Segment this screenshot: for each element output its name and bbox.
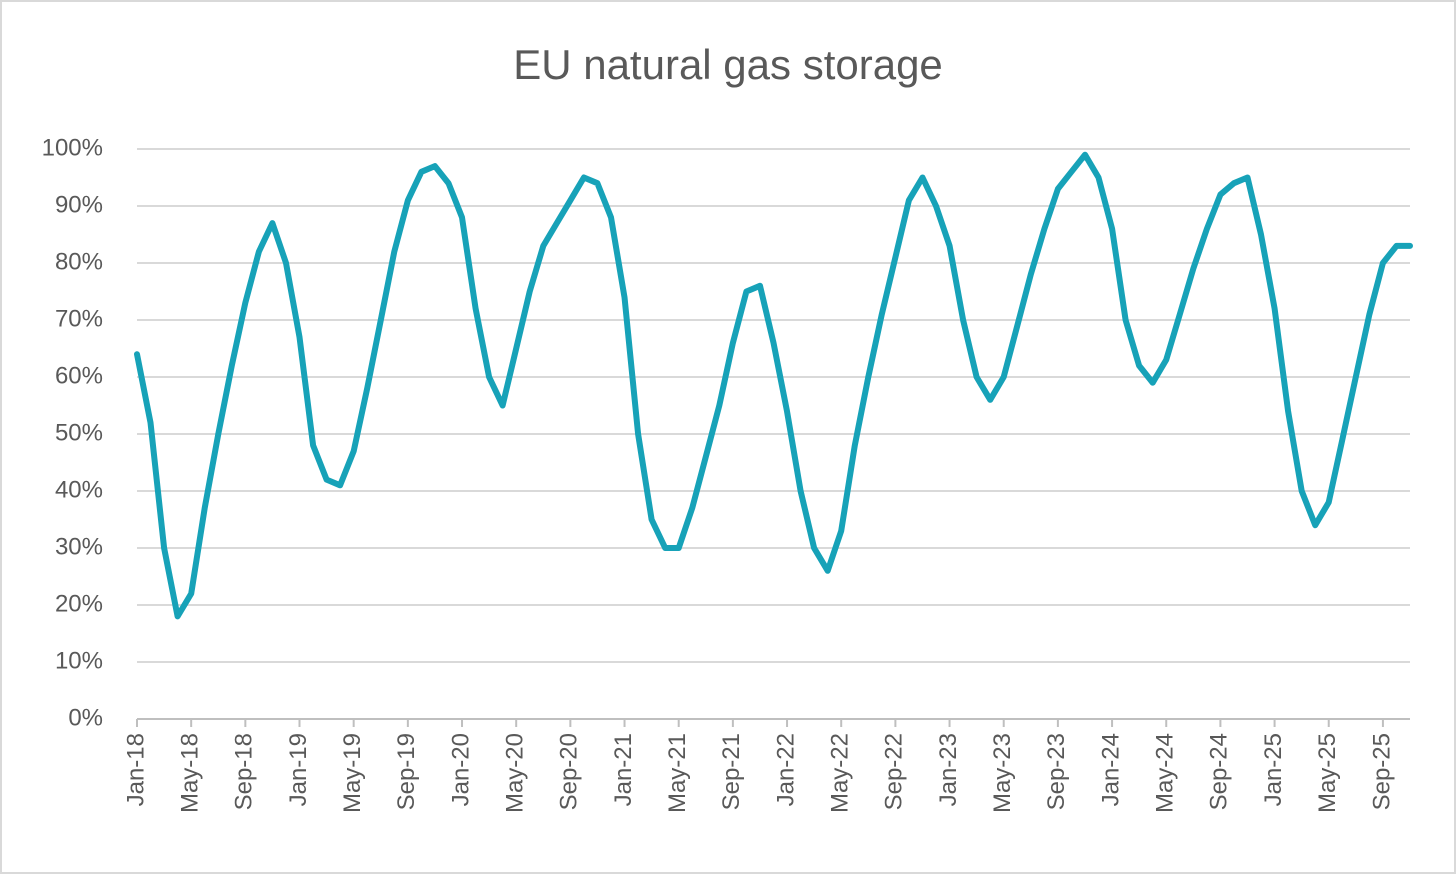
x-tick-label: May-20 — [502, 733, 529, 813]
x-tick-label: Sep-24 — [1206, 733, 1233, 810]
x-tick-label: Sep-25 — [1368, 733, 1395, 810]
x-tick-label: May-21 — [664, 733, 691, 813]
x-tick-label: Sep-20 — [556, 733, 583, 810]
y-tick-label: 90% — [55, 191, 103, 218]
x-tick-label: Sep-21 — [718, 733, 745, 810]
x-tick-label: Jan-23 — [935, 733, 962, 806]
x-tick-label: Sep-18 — [231, 733, 258, 810]
y-tick-label: 100% — [42, 134, 103, 161]
x-tick-label: May-24 — [1152, 733, 1179, 813]
x-tick-label: Sep-22 — [881, 733, 908, 810]
x-tick-label: Jan-20 — [447, 733, 474, 806]
data-line — [134, 151, 1413, 620]
y-tick-label: 30% — [55, 533, 103, 560]
y-tick-label: 20% — [55, 590, 103, 617]
x-tick-label: May-18 — [177, 733, 204, 813]
x-tick-label: Jan-24 — [1097, 733, 1124, 806]
x-tick-label: May-25 — [1314, 733, 1341, 813]
x-tick-label: May-19 — [339, 733, 366, 813]
x-tick-label: May-22 — [827, 733, 854, 813]
x-tick-label: Jan-25 — [1260, 733, 1287, 806]
y-tick-label: 60% — [55, 362, 103, 389]
y-tick-label: 70% — [55, 305, 103, 332]
x-tick-label: Sep-19 — [393, 733, 420, 810]
y-tick-label: 0% — [68, 704, 103, 731]
x-tick-label: Jan-18 — [122, 733, 149, 806]
chart-title: EU natural gas storage — [513, 41, 943, 88]
x-tick-label: Jan-21 — [610, 733, 637, 806]
y-tick-label: 50% — [55, 419, 103, 446]
y-tick-label: 40% — [55, 476, 103, 503]
x-tick-label: May-23 — [989, 733, 1016, 813]
x-tick-label: Jan-19 — [285, 733, 312, 806]
x-tick-label: Sep-23 — [1043, 733, 1070, 810]
x-tick-label: Jan-22 — [772, 733, 799, 806]
y-tick-label: 10% — [55, 647, 103, 674]
y-tick-label: 80% — [55, 248, 103, 275]
